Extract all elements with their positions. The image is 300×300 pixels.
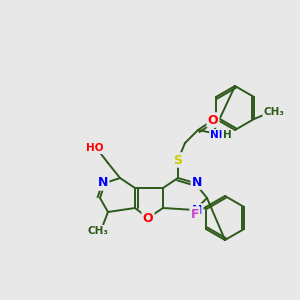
Text: H: H	[223, 130, 231, 140]
Text: HO: HO	[86, 143, 104, 153]
Text: N: N	[98, 176, 108, 190]
Text: F: F	[191, 208, 199, 220]
Text: O: O	[143, 212, 153, 226]
Text: CH₃: CH₃	[264, 107, 285, 117]
Text: N: N	[192, 176, 202, 188]
Text: S: S	[173, 154, 182, 166]
Text: NH: NH	[210, 130, 228, 140]
Text: O: O	[208, 113, 218, 127]
Text: N: N	[192, 205, 202, 218]
Text: CH₃: CH₃	[88, 226, 109, 236]
